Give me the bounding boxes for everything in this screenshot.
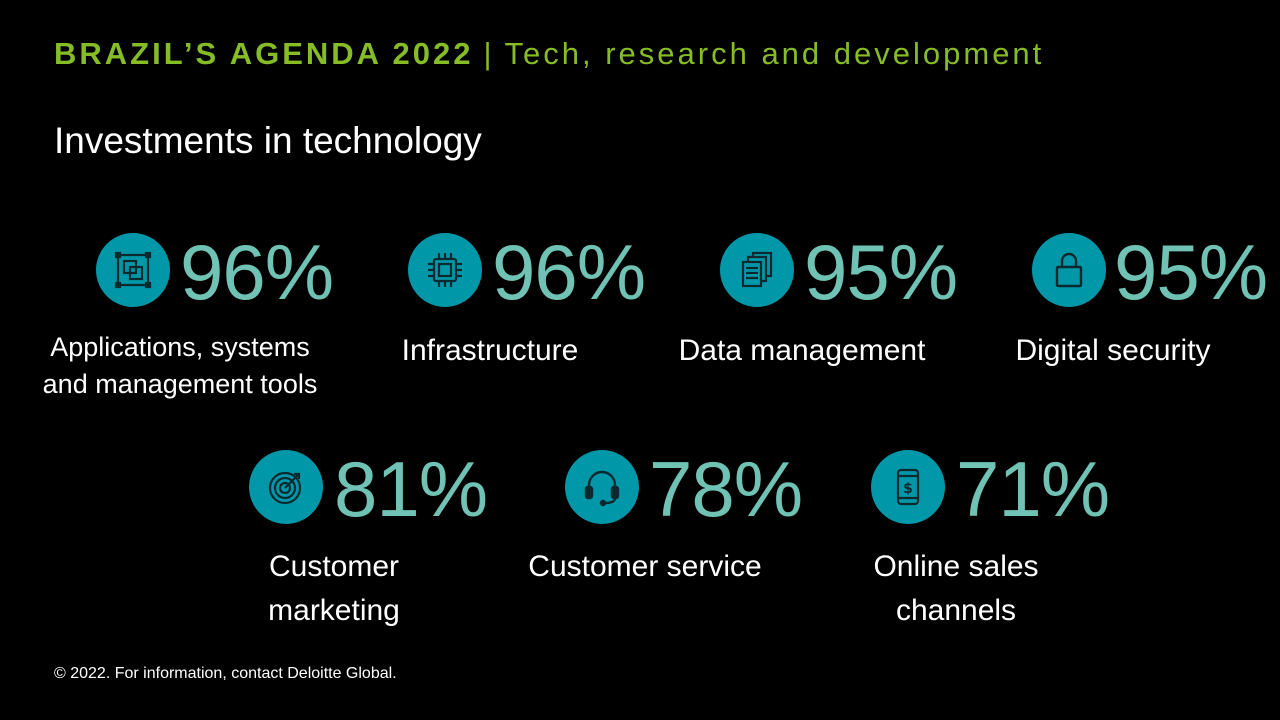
- footer-copyright: © 2022. For information, contact Deloitt…: [54, 665, 397, 682]
- stat-label-line: and management tools: [42, 369, 318, 399]
- stat-value: 96%: [180, 228, 334, 316]
- slide-subtitle: Investments in technology: [54, 120, 482, 161]
- lock-icon: [1032, 233, 1106, 307]
- stat-label: Customer marketing: [214, 548, 454, 630]
- svg-text:$: $: [903, 481, 913, 497]
- documents-icon: [720, 233, 794, 307]
- stat-value: 71%: [956, 445, 1110, 533]
- stat-label-line: Digital security: [1015, 334, 1211, 367]
- stat-value: 96%: [492, 228, 646, 316]
- stat-label-line: Infrastructure: [401, 334, 579, 367]
- header-title: BRAZIL’S AGENDA 2022: [54, 36, 474, 71]
- stat-label: Infrastructure: [370, 332, 610, 370]
- stat-value: 81%: [334, 445, 488, 533]
- stat-label: Online sales channels: [836, 548, 1076, 630]
- header-subtitle: Tech, research and development: [504, 36, 1045, 71]
- target-icon: [249, 450, 323, 524]
- stat-label-line: channels: [895, 594, 1017, 627]
- stat-label: Applications, systems and management too…: [28, 329, 332, 403]
- stat-label-line: marketing: [268, 594, 400, 627]
- stat-label-line: Online sales: [873, 550, 1039, 583]
- stat-label-line: Customer: [268, 550, 400, 583]
- stat-value: 95%: [804, 228, 958, 316]
- headset-icon: [565, 450, 639, 524]
- phone-dollar-icon: $: [871, 450, 945, 524]
- stat-label-line: Customer service: [528, 550, 762, 583]
- stat-value: 95%: [1114, 228, 1268, 316]
- stat-label: Data management: [652, 332, 952, 370]
- stat-label: Customer service: [505, 548, 785, 586]
- stat-value: 78%: [649, 445, 803, 533]
- header-separator: |: [483, 36, 495, 71]
- stat-label-line: Data management: [678, 334, 926, 367]
- applications-icon: [96, 233, 170, 307]
- stat-label: Digital security: [993, 332, 1233, 370]
- stat-label-line: Applications, systems: [50, 332, 310, 362]
- slide-header: BRAZIL’S AGENDA 2022 | Tech, research and …: [54, 36, 1044, 72]
- chip-icon: [408, 233, 482, 307]
